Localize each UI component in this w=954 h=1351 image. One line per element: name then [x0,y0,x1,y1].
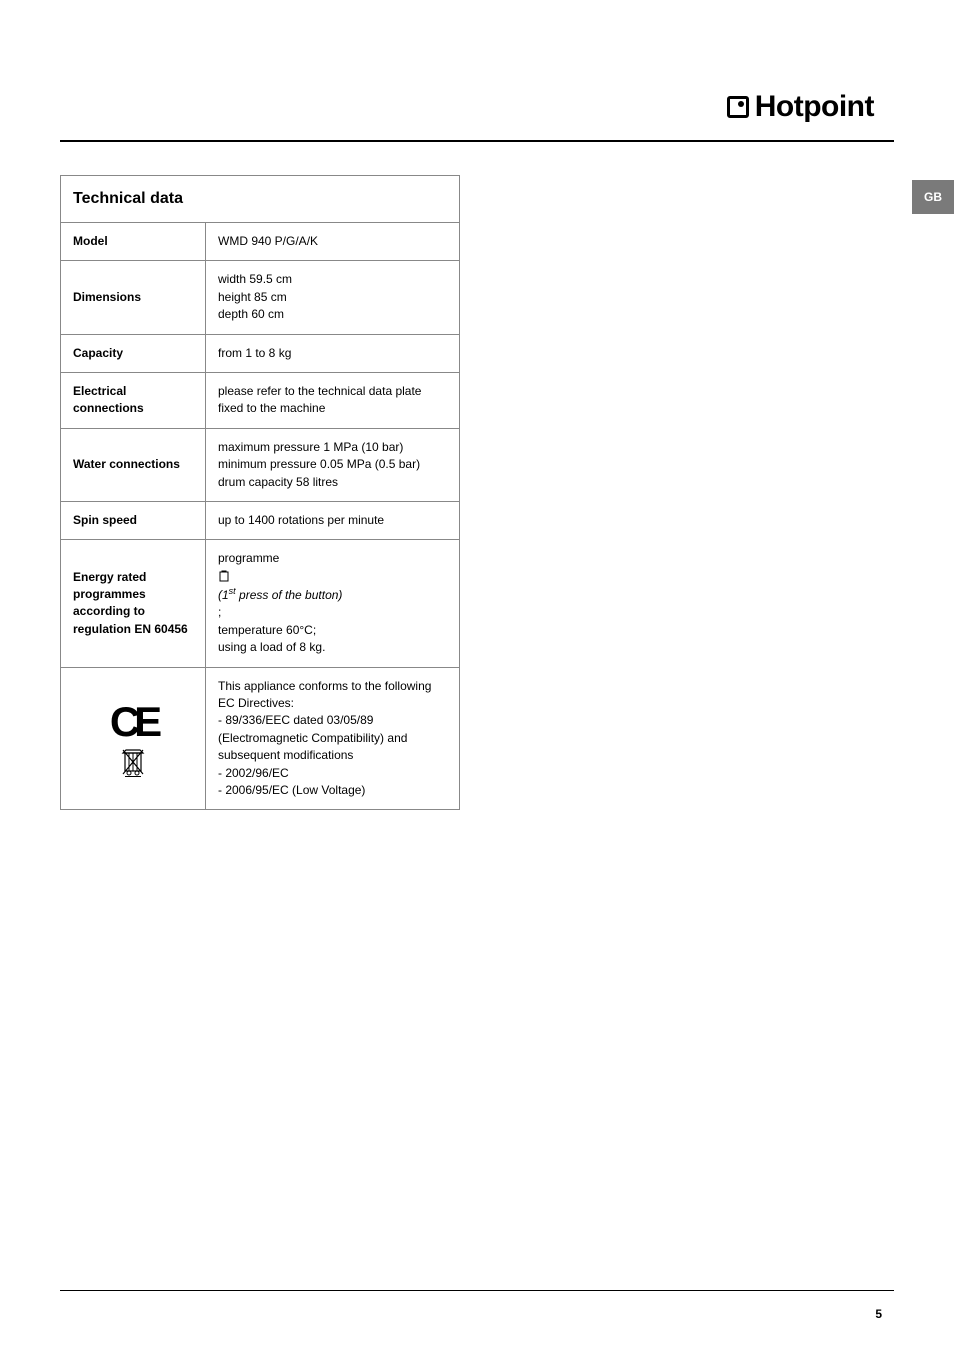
dim-height: height 85 cm [218,289,447,306]
table-row: Dimensions width 59.5 cm height 85 cm de… [61,261,460,334]
row-label-compliance: CE [61,667,206,810]
brand-text: Hotpoint [755,90,874,124]
energy-line-1: programme (1st press of the button); [218,550,447,622]
row-value-electrical: please refer to the technical data plate… [206,372,460,428]
language-tab-label: GB [924,190,942,204]
row-value-model: WMD 940 P/G/A/K [206,223,460,261]
comp-line-1: - 89/336/EEC dated 03/05/89 (Electromagn… [218,712,447,764]
row-label-capacity: Capacity [61,334,206,372]
row-value-dimensions: width 59.5 cm height 85 cm depth 60 cm [206,261,460,334]
row-label-dimensions: Dimensions [61,261,206,334]
brand-logo: Hotpoint [727,90,874,124]
energy-temp: temperature 60°C; [218,622,447,639]
bottom-rule [60,1290,894,1291]
energy-load: using a load of 8 kg. [218,639,447,656]
row-label-electrical: Electrical connections [61,372,206,428]
table-row: Energy rated programmes according to reg… [61,540,460,667]
page-number: 5 [875,1307,882,1321]
language-tab: GB [912,180,954,214]
technical-data-table: Technical data Model WMD 940 P/G/A/K Dim… [60,175,460,810]
table-row: Capacity from 1 to 8 kg [61,334,460,372]
dim-depth: depth 60 cm [218,306,447,323]
page: Hotpoint GB Technical data Model WMD 940… [0,0,954,1351]
weee-bin-icon [120,747,146,777]
water-drum: drum capacity 58 litres [218,474,447,491]
comp-line-3: - 2006/95/EC (Low Voltage) [218,782,447,799]
water-min: minimum pressure 0.05 MPa (0.5 bar) [218,456,447,473]
comp-line-2: - 2002/96/EC [218,765,447,782]
table-caption: Technical data [60,175,460,222]
row-label-spin: Spin speed [61,501,206,539]
energy-prefix: programme [218,550,447,567]
row-value-energy: programme (1st press of the button); tem… [206,540,460,667]
table-row: Model WMD 940 P/G/A/K [61,223,460,261]
dim-width: width 59.5 cm [218,271,447,288]
table-row: Water connections maximum pressure 1 MPa… [61,428,460,501]
energy-italic: (1st press of the button) [218,585,447,604]
top-rule [60,140,894,142]
table-row: Spin speed up to 1400 rotations per minu… [61,501,460,539]
row-value-capacity: from 1 to 8 kg [206,334,460,372]
row-label-model: Model [61,223,206,261]
water-max: maximum pressure 1 MPa (10 bar) [218,439,447,456]
comp-line-0: This appliance conforms to the following… [218,678,447,713]
row-value-compliance: This appliance conforms to the following… [206,667,460,810]
row-value-spin: up to 1400 rotations per minute [206,501,460,539]
programme-icon [218,570,230,582]
row-value-water: maximum pressure 1 MPa (10 bar) minimum … [206,428,460,501]
table-row: Electrical connections please refer to t… [61,372,460,428]
brand-dot-icon [727,96,749,118]
table-row: CE This appliance conforms to the follow… [61,667,460,810]
ce-mark-icon: CE [73,701,193,743]
row-label-water: Water connections [61,428,206,501]
row-label-energy: Energy rated programmes according to reg… [61,540,206,667]
